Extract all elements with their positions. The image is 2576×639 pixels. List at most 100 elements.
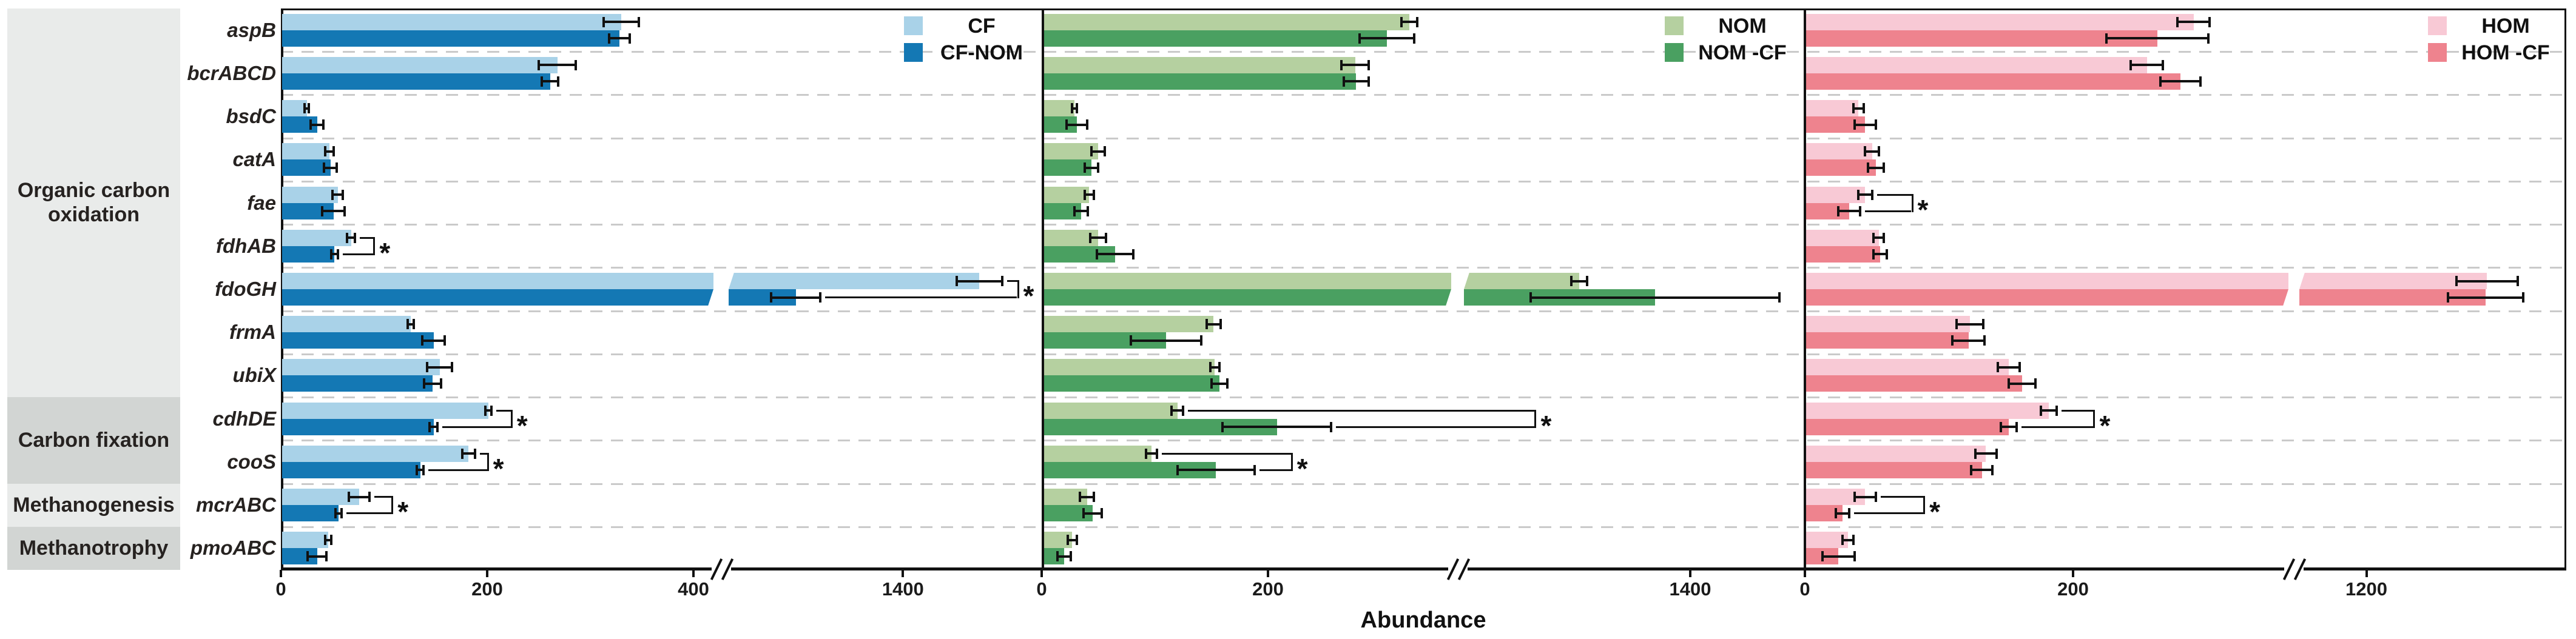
error-cap — [1090, 146, 1093, 157]
error-bar — [2131, 64, 2163, 67]
error-cap — [422, 464, 425, 475]
sig-line — [1162, 452, 1291, 455]
bar-pmoABC-HOM — [1806, 532, 1848, 549]
error-cap — [1875, 492, 1878, 503]
error-cap — [1065, 119, 1068, 130]
error-cap — [1089, 232, 1092, 243]
error-cap — [348, 492, 351, 503]
legend-label-HOM: HOM — [2481, 15, 2530, 38]
bar-fdoGH-CF — [282, 273, 713, 289]
sig-line — [346, 512, 392, 515]
error-bar — [1084, 193, 1094, 196]
error-bar — [308, 555, 326, 558]
legend-swatch-NOM-CF — [1665, 43, 1684, 62]
bar-cdhDE-NOM — [1043, 402, 1178, 419]
error-bar — [2177, 21, 2210, 24]
error-cap — [1205, 319, 1209, 330]
error-cap — [423, 378, 426, 389]
error-bar — [1084, 166, 1099, 169]
error-bar — [1971, 469, 1993, 472]
sig-bracket — [510, 409, 513, 428]
error-cap — [2447, 292, 2450, 303]
error-cap — [309, 119, 312, 130]
error-cap — [1075, 535, 1078, 546]
error-cap — [955, 276, 958, 286]
bar-ubiX-CF — [282, 359, 440, 376]
error-bar — [1074, 210, 1088, 213]
error-bar — [346, 236, 356, 239]
sig-asterisk: * — [379, 236, 391, 269]
gridline — [281, 526, 2566, 528]
error-cap — [1182, 405, 1185, 416]
bar-ubiX-NOM -CF — [1043, 375, 1219, 392]
sig-asterisk: * — [1929, 496, 1941, 528]
legend-label-CF-NOM: CF-NOM — [940, 41, 1023, 64]
gene-label-aspB: aspB — [227, 18, 276, 41]
error-bar — [1865, 150, 1879, 153]
error-bar — [2160, 80, 2200, 83]
error-cap — [1853, 119, 1856, 130]
axis-tick — [902, 570, 905, 577]
sig-asterisk: * — [493, 452, 504, 484]
bar-bsdC-NOM — [1043, 100, 1075, 117]
error-bar — [1873, 253, 1887, 256]
bar-bsdC-CF — [282, 100, 307, 117]
bar-frmA-HOM -CF — [1806, 332, 1969, 349]
bar-aspB-CF-NOM — [282, 30, 619, 47]
sig-line — [428, 469, 487, 471]
sig-bracket — [1911, 193, 1913, 212]
error-cap — [1097, 162, 1100, 173]
error-bar — [1360, 37, 1414, 40]
error-bar — [1172, 409, 1184, 412]
error-bar — [604, 21, 639, 24]
error-cap — [538, 59, 540, 70]
bar-catA-NOM -CF — [1043, 159, 1092, 176]
error-cap — [331, 189, 334, 200]
axis-tick — [1804, 570, 1806, 577]
axis-tick — [280, 570, 282, 577]
error-bar — [1097, 253, 1134, 256]
bar-fdoGH-NOM — [1043, 273, 1451, 289]
sig-asterisk: * — [1296, 452, 1308, 484]
panel-divider — [1042, 8, 1044, 570]
gene-label-fdhAB: fdhAB — [216, 234, 276, 257]
error-cap — [2039, 405, 2042, 416]
error-cap — [1570, 276, 1573, 286]
error-cap — [1092, 492, 1095, 503]
error-cap — [637, 16, 640, 27]
error-cap — [1995, 448, 1998, 459]
legend-swatch-HOM-CF — [2428, 43, 2447, 62]
legend-label-NOM-CF: NOM -CF — [1698, 41, 1787, 64]
bar-catA-HOM -CF — [1806, 159, 1876, 176]
sig-line — [825, 296, 1017, 298]
bar-cdhDE-CF — [282, 402, 488, 419]
error-cap — [1955, 319, 1958, 330]
error-cap — [1864, 146, 1867, 157]
error-cap — [1066, 535, 1069, 546]
category-band-methanogenesis: Methanogenesis — [7, 483, 180, 527]
error-bar — [1210, 366, 1219, 369]
bar-cooS-HOM — [1806, 445, 1986, 462]
sig-asterisk: * — [1023, 280, 1034, 312]
error-cap — [322, 119, 325, 130]
error-cap — [323, 162, 326, 173]
error-cap — [335, 162, 338, 173]
bar-bcrABCD-HOM — [1806, 56, 2147, 73]
sig-bracket — [1534, 409, 1537, 428]
error-bar — [1858, 193, 1872, 196]
gridline — [281, 267, 2566, 269]
sig-line — [479, 452, 487, 455]
error-cap — [1209, 362, 1212, 373]
bar-fdoGH-CF-NOM — [282, 289, 713, 306]
error-cap — [436, 421, 439, 432]
error-cap — [321, 206, 323, 216]
error-cap — [1872, 232, 1875, 243]
sig-asterisk: * — [397, 496, 409, 528]
error-bar — [427, 366, 453, 369]
error-cap — [1104, 146, 1107, 157]
bar-ubiX-NOM — [1043, 359, 1215, 376]
error-bar — [956, 279, 1002, 283]
bar-fae-NOM — [1043, 186, 1090, 203]
axis-tick — [1267, 570, 1269, 577]
error-cap — [1367, 76, 1370, 87]
